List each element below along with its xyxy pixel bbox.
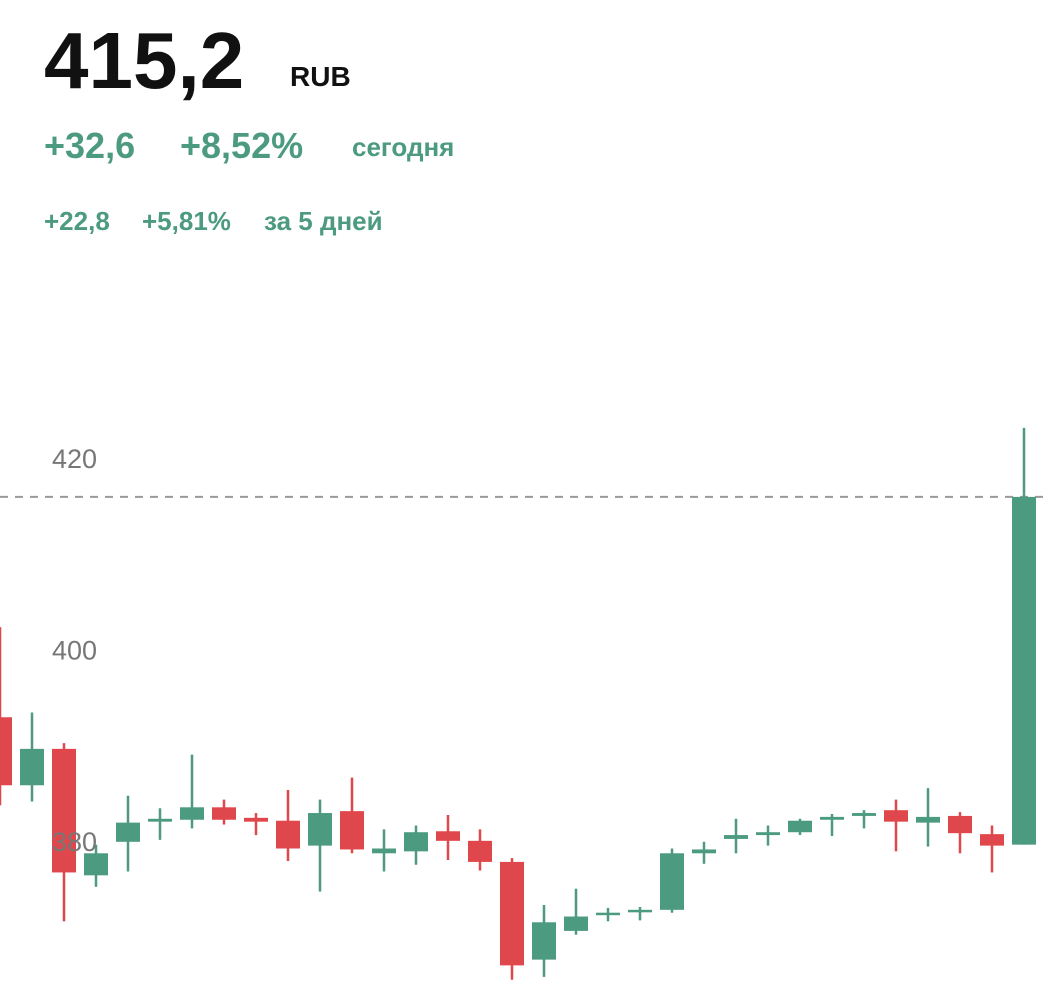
- candle-body: [852, 813, 876, 816]
- candle-body: [660, 853, 684, 910]
- period-label: за 5 дней: [264, 206, 383, 236]
- change-today-pct: +8,52%: [180, 125, 303, 166]
- currency: RUB: [290, 61, 351, 92]
- candle-body: [308, 813, 332, 846]
- price: 415,2: [44, 16, 244, 105]
- candle-body: [404, 832, 428, 852]
- candle-body: [532, 922, 556, 960]
- candle-body: [372, 848, 396, 854]
- y-tick-label: 420: [52, 444, 97, 474]
- candle-body: [52, 748, 76, 873]
- candle-body: [1012, 496, 1036, 845]
- change-today: +32,6: [44, 125, 135, 166]
- candle-body: [564, 916, 588, 931]
- candle-body: [148, 818, 172, 822]
- change-5d-pct: +5,81%: [142, 206, 231, 236]
- candle-body: [468, 840, 492, 862]
- candle-body: [180, 807, 204, 820]
- candle-body: [916, 816, 940, 823]
- y-tick-label: 380: [52, 827, 97, 857]
- candle-body: [276, 820, 300, 849]
- candle-body: [436, 831, 460, 841]
- candle-body: [212, 807, 236, 820]
- candle-body: [84, 853, 108, 876]
- candle-body: [20, 748, 44, 786]
- candle-body: [756, 832, 780, 836]
- candle-body: [500, 861, 524, 966]
- candle-body: [244, 817, 268, 822]
- candle-body: [692, 849, 716, 854]
- candle-body: [628, 909, 652, 913]
- candle-body: [116, 822, 140, 842]
- change-5d: +22,8: [44, 206, 110, 236]
- candle-body: [0, 717, 12, 786]
- y-tick-label: 400: [52, 636, 97, 666]
- candle-body: [340, 811, 364, 850]
- candle-body: [884, 810, 908, 822]
- today-label: сегодня: [352, 132, 454, 162]
- candle-body: [596, 912, 620, 916]
- candle-body: [980, 834, 1004, 846]
- candle-body: [820, 816, 844, 820]
- candle-body: [948, 815, 972, 834]
- candle-body: [788, 820, 812, 833]
- candle-body: [724, 835, 748, 839]
